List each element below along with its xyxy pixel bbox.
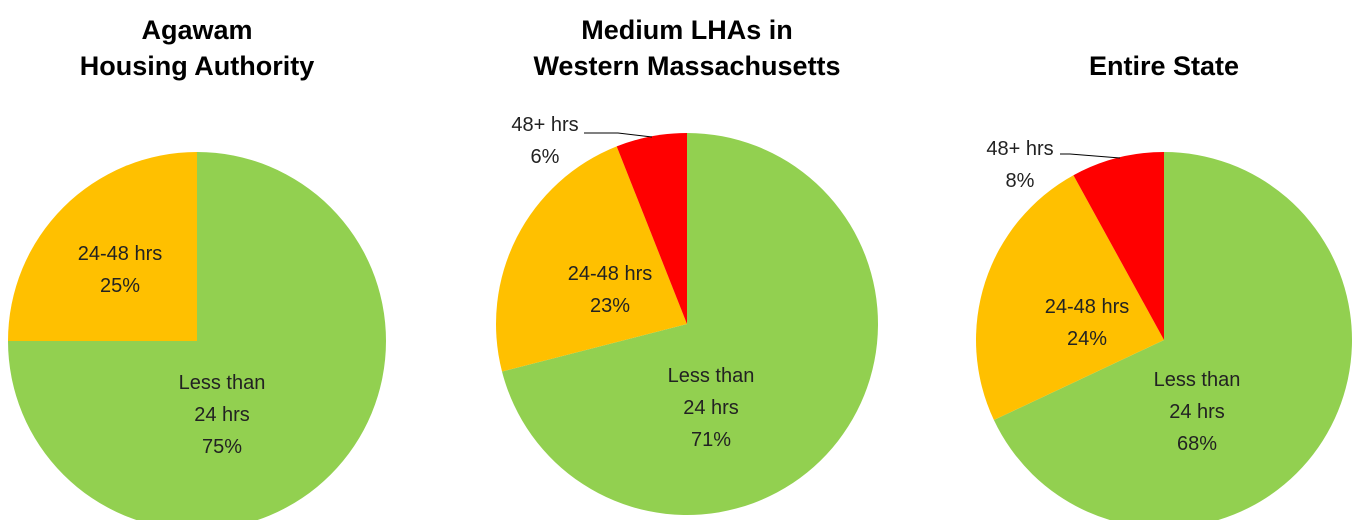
chart-title-line: Western Massachusetts: [533, 51, 841, 81]
leader-line: [1060, 153, 1121, 159]
slice-category: 48+ hrs: [511, 114, 579, 136]
pie-slice: [976, 175, 1164, 421]
slice-category: Less than 24 hrs: [667, 365, 755, 419]
slice-value: 71%: [690, 429, 732, 451]
slice-category: 48+ hrs: [986, 138, 1054, 160]
pie-slice: [8, 152, 197, 341]
slice-value: 6%: [530, 146, 560, 168]
slice-category: 24-48 hrs: [567, 263, 653, 285]
slice-label: Less than 24 hrs 75%: [170, 367, 274, 463]
slice-category: 24-48 hrs: [1044, 296, 1130, 318]
slice-value: 23%: [589, 295, 631, 317]
pie-slice: [1073, 152, 1164, 340]
pie-slice: [993, 152, 1352, 520]
slice-category: Less than 24 hrs: [1153, 369, 1241, 423]
slice-value: 25%: [99, 275, 141, 297]
chart-title: Entire State: [1089, 48, 1239, 84]
slice-label: 24-48 hrs 24%: [1035, 291, 1139, 355]
slice-value: 68%: [1176, 433, 1218, 455]
slice-value: 24%: [1066, 328, 1108, 350]
chart-title-line: Housing Authority: [79, 51, 315, 81]
slice-label: Less than 24 hrs 68%: [1145, 364, 1249, 460]
chart-title-line: Entire State: [1088, 51, 1240, 81]
pie-slice: [502, 133, 878, 515]
slice-label: 24-48 hrs 23%: [558, 258, 662, 322]
chart-title-line: Medium LHAs in: [581, 15, 793, 45]
chart-title: Agawam Housing Authority: [80, 12, 314, 84]
slice-value: 75%: [201, 436, 243, 458]
pie-slice: [616, 133, 687, 324]
slice-category: 24-48 hrs: [77, 243, 163, 265]
slice-value: 8%: [1005, 170, 1035, 192]
slice-category: Less than 24 hrs: [178, 372, 266, 426]
pie-slice: [496, 146, 687, 372]
slice-label: 48+ hrs 8%: [968, 133, 1072, 197]
slice-label: 24-48 hrs 25%: [68, 238, 172, 302]
chart-title: Medium LHAs in Western Massachusetts: [533, 12, 840, 84]
chart-title-line: Agawam: [141, 15, 253, 45]
slice-label: 48+ hrs 6%: [493, 109, 597, 173]
slice-label: Less than 24 hrs 71%: [659, 360, 763, 456]
leader-line: [584, 132, 653, 138]
